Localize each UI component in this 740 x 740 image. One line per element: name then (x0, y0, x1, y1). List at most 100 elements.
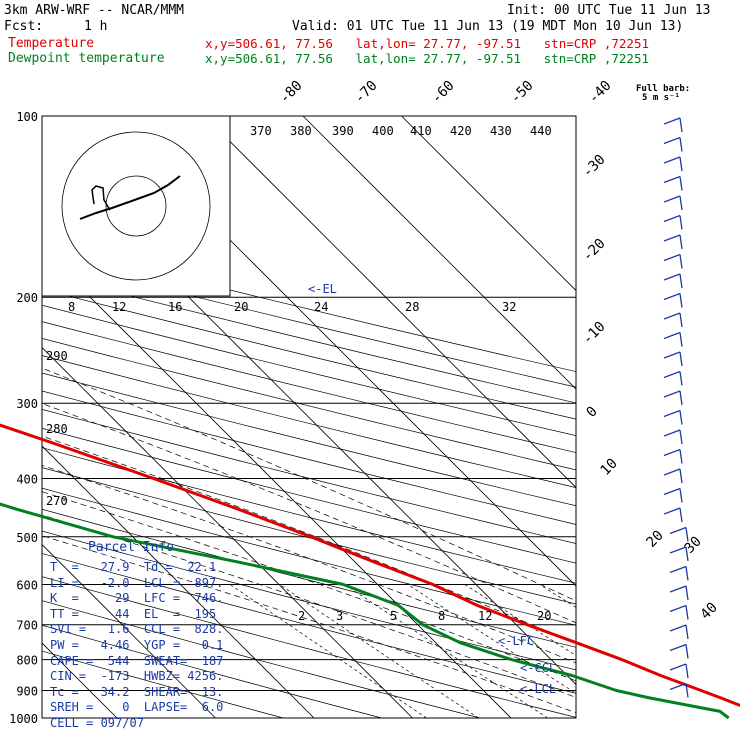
wind-barb (663, 156, 683, 172)
wind-barb-shaft (663, 429, 681, 437)
wind-barb (663, 331, 683, 347)
dry-adiabat (42, 487, 576, 626)
wind-barb-flag (679, 195, 683, 211)
wind-barb-shaft (663, 292, 681, 301)
isotherm-line (42, 543, 216, 718)
forecast-hour: 1 h (84, 19, 108, 34)
parcel-param-row: CAPE = 544 SWEAT= 187 (50, 653, 224, 668)
parcel-param-row: K = 29 LFC = 746. (50, 591, 224, 606)
wind-barb-flag (679, 410, 683, 425)
wind-barb-shaft (669, 546, 687, 554)
parcel-param-row: T = 27.9 Td = 22.1 (50, 560, 217, 574)
mixing-ratio-label: 2 (298, 609, 305, 623)
parcel-param-row: PW = 4.46 YGP = 0.1 (50, 638, 224, 652)
wind-barb-shaft (663, 214, 681, 223)
mixing-ratio-label: 3 (336, 609, 343, 623)
dry-adiabat (42, 288, 576, 420)
parcel-param-row: SVI = 1.6 CCL = 828. (50, 622, 224, 637)
wind-barb-flag (685, 663, 689, 679)
dewpoint-location: x,y=506.61, 77.56 lat,lon= 27.77, -97.51… (205, 51, 650, 66)
theta-label: 390 (332, 124, 354, 138)
wind-barb (663, 312, 683, 328)
temperature-line (0, 423, 740, 707)
mixing-ratio-label: 5 (390, 609, 397, 623)
temperature-legend: Temperature (8, 36, 95, 51)
wind-barb (663, 234, 683, 250)
dry-adiabat (42, 576, 576, 718)
dry-adiabat (42, 624, 382, 718)
wind-barb-shaft (663, 136, 681, 145)
parcel-param-row: CIN = -173 HWBZ= 4256. (50, 669, 224, 684)
wind-barb-shaft (669, 604, 687, 613)
theta-label: 430 (490, 124, 512, 138)
pressure-label: 900 (16, 684, 38, 698)
wind-barb-flag (685, 546, 689, 562)
isotherm-right-label: -30 (580, 152, 609, 181)
wind-barb-shaft (669, 682, 687, 691)
wind-barb-flag (679, 468, 683, 484)
theta-label: 410 (410, 124, 432, 138)
isotherm-top-label: -80 (277, 78, 306, 107)
wind-barb (669, 624, 689, 640)
valid-time: Valid: 01 UTC Tue 11 Jun 13 (19 MDT Mon … (292, 19, 684, 34)
wind-barb-flag (679, 351, 683, 367)
wind-barb-shaft (663, 156, 681, 164)
plot-frame (41, 115, 577, 719)
wind-barb-shaft (663, 331, 681, 340)
hodo-speed-label: 24 (314, 300, 328, 314)
dry-adiabat (42, 337, 576, 471)
wind-barb-flag (679, 312, 683, 328)
wind-barb-shaft (663, 234, 681, 242)
pressure-label: 600 (16, 578, 38, 592)
wind-barb (663, 370, 683, 386)
isotherm-line (42, 248, 512, 718)
wind-barb (669, 565, 689, 581)
wind-barb (669, 663, 689, 679)
dewpoint-legend: Dewpoint temperature (8, 51, 165, 66)
wind-barb-shaft (669, 643, 687, 652)
isotherm-line (204, 116, 576, 489)
level-marker: <-CCL (520, 661, 556, 675)
isotherm-line (302, 116, 576, 390)
wind-barb-flag (679, 293, 683, 308)
isotherm-right-label: -20 (580, 236, 609, 265)
wind-barb (663, 507, 683, 523)
wind-barb-flag (679, 507, 683, 523)
dry-adiabat (42, 467, 576, 605)
isotherm-line (42, 346, 413, 718)
wind-barb-shaft (669, 565, 687, 574)
isotherm-line (42, 445, 315, 718)
hodograph-ring-outer (61, 131, 211, 281)
pressure-label: 1000 (9, 712, 38, 726)
level-marker: <-EL (308, 282, 337, 296)
isotherm-right-label: 10 (598, 456, 621, 479)
wind-barb (663, 253, 683, 269)
theta-side-label: 290 (46, 349, 68, 363)
dry-adiabat (42, 447, 576, 584)
isotherm-right-label: 30 (682, 534, 705, 557)
wind-barb-flag (685, 527, 689, 542)
wind-barb-flag (679, 273, 683, 289)
dry-adiabat (42, 257, 576, 388)
wind-barb-flag (679, 390, 683, 406)
mixing-ratio-label: 12 (478, 609, 492, 623)
mixing-ratio-line (407, 584, 576, 694)
hodograph-trace (79, 175, 181, 220)
wind-barb (669, 604, 689, 620)
parcel-param-row: CELL = 097/07 (50, 716, 144, 730)
isotherm-top-label: -70 (352, 78, 381, 107)
theta-label: 440 (530, 124, 552, 138)
wind-barb (663, 390, 683, 406)
wind-barb-shaft (663, 351, 681, 359)
wind-barb-flag (685, 605, 689, 620)
hodograph-ring-inner (105, 175, 167, 237)
wind-barb-shaft (663, 175, 681, 184)
moist-adiabat (42, 403, 576, 624)
isotherm-right-label: 0 (584, 404, 601, 421)
wind-barb (669, 585, 689, 601)
dry-adiabat (42, 650, 284, 718)
wind-barb (663, 487, 683, 503)
dry-adiabat (42, 600, 481, 718)
wind-barb-shaft (663, 468, 681, 476)
wind-barb-shaft (663, 253, 681, 262)
